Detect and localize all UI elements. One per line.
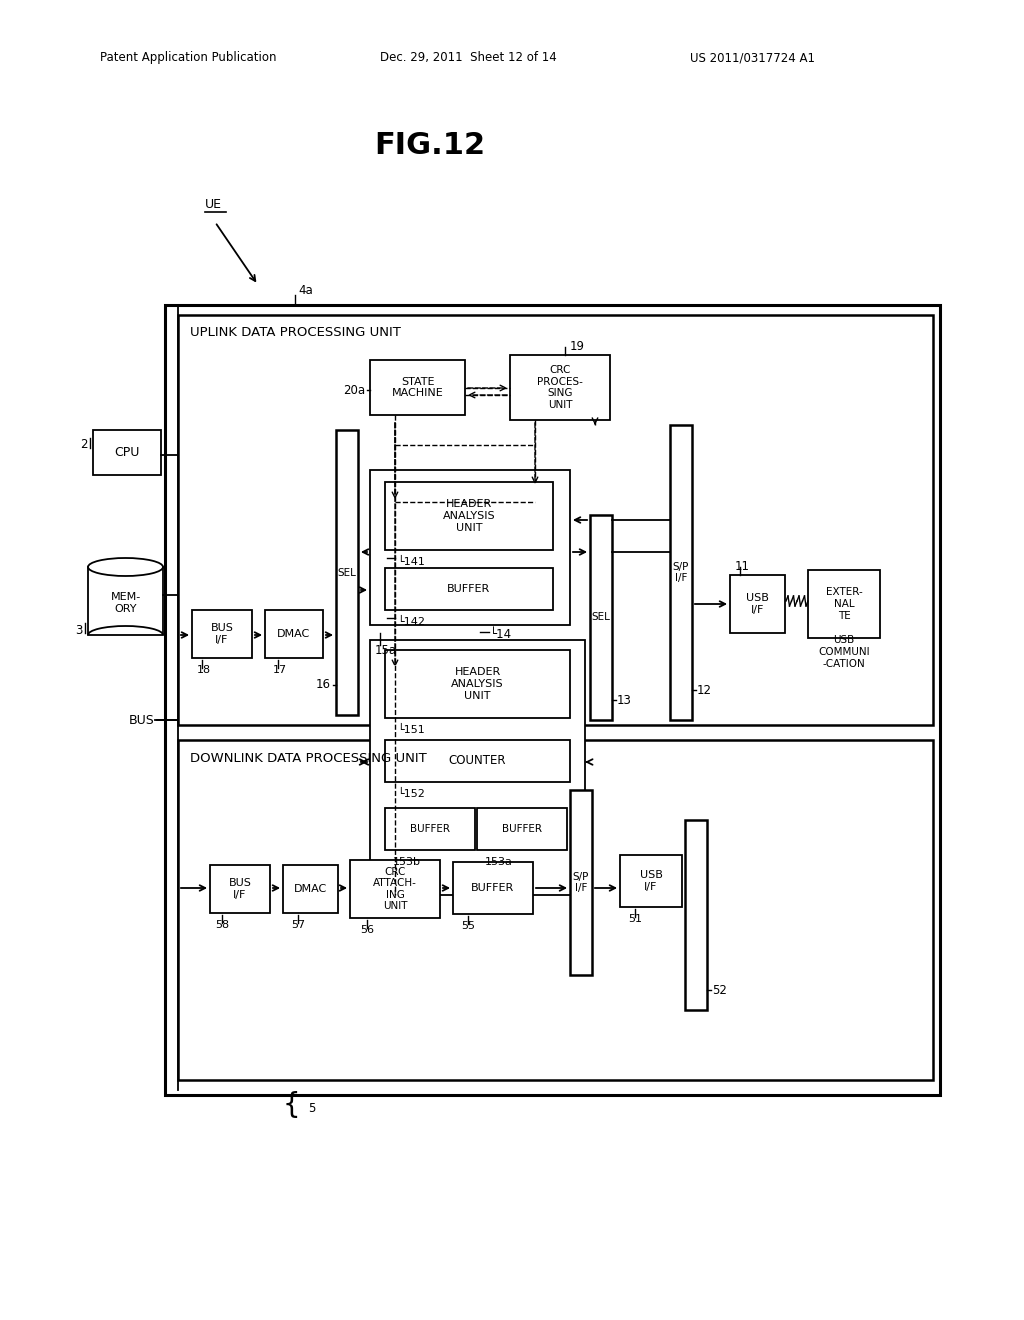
Text: 17: 17 [273, 665, 287, 675]
Text: MEM-
ORY: MEM- ORY [111, 593, 140, 614]
Text: SEL: SEL [592, 612, 610, 623]
Text: 52: 52 [712, 983, 727, 997]
Text: 55: 55 [461, 921, 475, 931]
Text: BUS
I/F: BUS I/F [211, 623, 233, 644]
Bar [477, 808, 567, 850]
Text: UE: UE [205, 198, 222, 211]
Bar [210, 865, 270, 913]
Bar [193, 610, 252, 657]
Ellipse shape [88, 558, 163, 576]
Bar [385, 808, 475, 850]
Text: 57: 57 [291, 920, 305, 931]
Text: HEADER
ANALYSIS
UNIT: HEADER ANALYSIS UNIT [442, 499, 496, 532]
Text: CPU: CPU [115, 446, 139, 459]
Text: EXTER-
NAL
TE: EXTER- NAL TE [825, 587, 862, 620]
Bar [570, 789, 592, 975]
Text: 51: 51 [628, 913, 642, 924]
Text: 2: 2 [81, 438, 88, 451]
Bar [620, 855, 682, 907]
Bar [385, 482, 553, 550]
Text: BUFFER: BUFFER [471, 883, 515, 894]
Bar [453, 862, 534, 913]
Text: └141: └141 [397, 557, 425, 568]
Bar [370, 470, 570, 624]
Bar [350, 861, 440, 917]
Bar [265, 610, 323, 657]
Bar [178, 315, 933, 725]
Text: 153a: 153a [485, 857, 513, 867]
Text: 18: 18 [197, 665, 211, 675]
Bar [385, 568, 553, 610]
Text: 153b: 153b [393, 857, 421, 867]
Text: └142: └142 [397, 616, 425, 627]
Text: 12: 12 [697, 684, 712, 697]
Text: 3: 3 [76, 623, 83, 636]
Bar [670, 425, 692, 719]
Bar [165, 305, 940, 1096]
Bar [283, 865, 338, 913]
Text: 19: 19 [570, 341, 585, 354]
Text: DMAC: DMAC [294, 884, 327, 894]
Text: 5: 5 [308, 1101, 315, 1114]
Text: 13: 13 [617, 693, 632, 706]
Text: Dec. 29, 2011  Sheet 12 of 14: Dec. 29, 2011 Sheet 12 of 14 [380, 51, 557, 65]
Text: BUFFER: BUFFER [502, 824, 542, 834]
Text: CRC
ATTACH-
ING
UNIT: CRC ATTACH- ING UNIT [373, 867, 417, 911]
Text: BUFFER: BUFFER [410, 824, 450, 834]
Bar [93, 430, 161, 475]
Text: FIG.12: FIG.12 [375, 131, 485, 160]
Text: US 2011/0317724 A1: US 2011/0317724 A1 [690, 51, 815, 65]
Bar [370, 640, 585, 895]
Bar [730, 576, 785, 634]
Text: DMAC: DMAC [278, 630, 310, 639]
Text: └14: └14 [490, 628, 512, 642]
Text: USB
I/F: USB I/F [746, 593, 769, 615]
Bar [370, 360, 465, 414]
Text: UPLINK DATA PROCESSING UNIT: UPLINK DATA PROCESSING UNIT [190, 326, 400, 339]
Text: USB
I/F: USB I/F [640, 870, 663, 892]
Text: BUS: BUS [129, 714, 155, 726]
Text: 16: 16 [316, 678, 331, 692]
Text: 11: 11 [735, 561, 750, 573]
Bar [590, 515, 612, 719]
Bar [385, 741, 570, 781]
Text: {: { [283, 1092, 300, 1119]
Text: Patent Application Publication: Patent Application Publication [100, 51, 276, 65]
Text: S/P
I/F: S/P I/F [673, 562, 689, 583]
Text: 4a: 4a [298, 284, 312, 297]
Text: S/P
I/F: S/P I/F [572, 871, 589, 894]
Text: USB
COMMUNI
-CATION: USB COMMUNI -CATION [818, 635, 869, 669]
Text: CRC
PROCES-
SING
UNIT: CRC PROCES- SING UNIT [537, 366, 583, 411]
Bar [336, 430, 358, 715]
Bar [685, 820, 707, 1010]
Text: 56: 56 [360, 925, 374, 935]
Bar [178, 741, 933, 1080]
Text: └152: └152 [397, 789, 425, 799]
Text: └151: └151 [397, 725, 425, 735]
Text: COUNTER: COUNTER [449, 755, 506, 767]
Text: HEADER
ANALYSIS
UNIT: HEADER ANALYSIS UNIT [452, 668, 504, 701]
Bar [385, 649, 570, 718]
Bar [510, 355, 610, 420]
Text: 58: 58 [215, 920, 229, 931]
Text: 15a: 15a [375, 644, 397, 656]
Text: SEL: SEL [338, 568, 356, 578]
Bar [88, 568, 163, 635]
Text: DOWNLINK DATA PROCESSING UNIT: DOWNLINK DATA PROCESSING UNIT [190, 751, 427, 764]
Text: STATE
MACHINE: STATE MACHINE [391, 376, 443, 399]
Text: BUS
I/F: BUS I/F [228, 878, 252, 900]
Text: 20a: 20a [343, 384, 365, 396]
Bar [808, 570, 880, 638]
Text: BUFFER: BUFFER [447, 583, 490, 594]
